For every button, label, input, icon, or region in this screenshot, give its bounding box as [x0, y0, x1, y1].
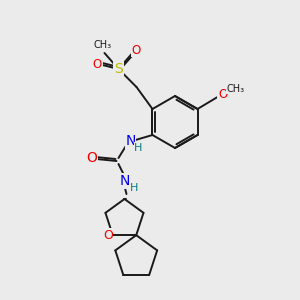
Text: CH₃: CH₃ — [93, 40, 112, 50]
Text: O: O — [132, 44, 141, 56]
Text: O: O — [93, 58, 102, 70]
Text: H: H — [134, 143, 143, 153]
Text: O: O — [86, 151, 97, 165]
Text: N: N — [125, 134, 136, 148]
Text: N: N — [119, 174, 130, 188]
Text: O: O — [103, 229, 113, 242]
Text: O: O — [218, 88, 227, 100]
Text: CH₃: CH₃ — [226, 84, 244, 94]
Text: S: S — [114, 62, 123, 76]
Text: H: H — [130, 183, 139, 193]
